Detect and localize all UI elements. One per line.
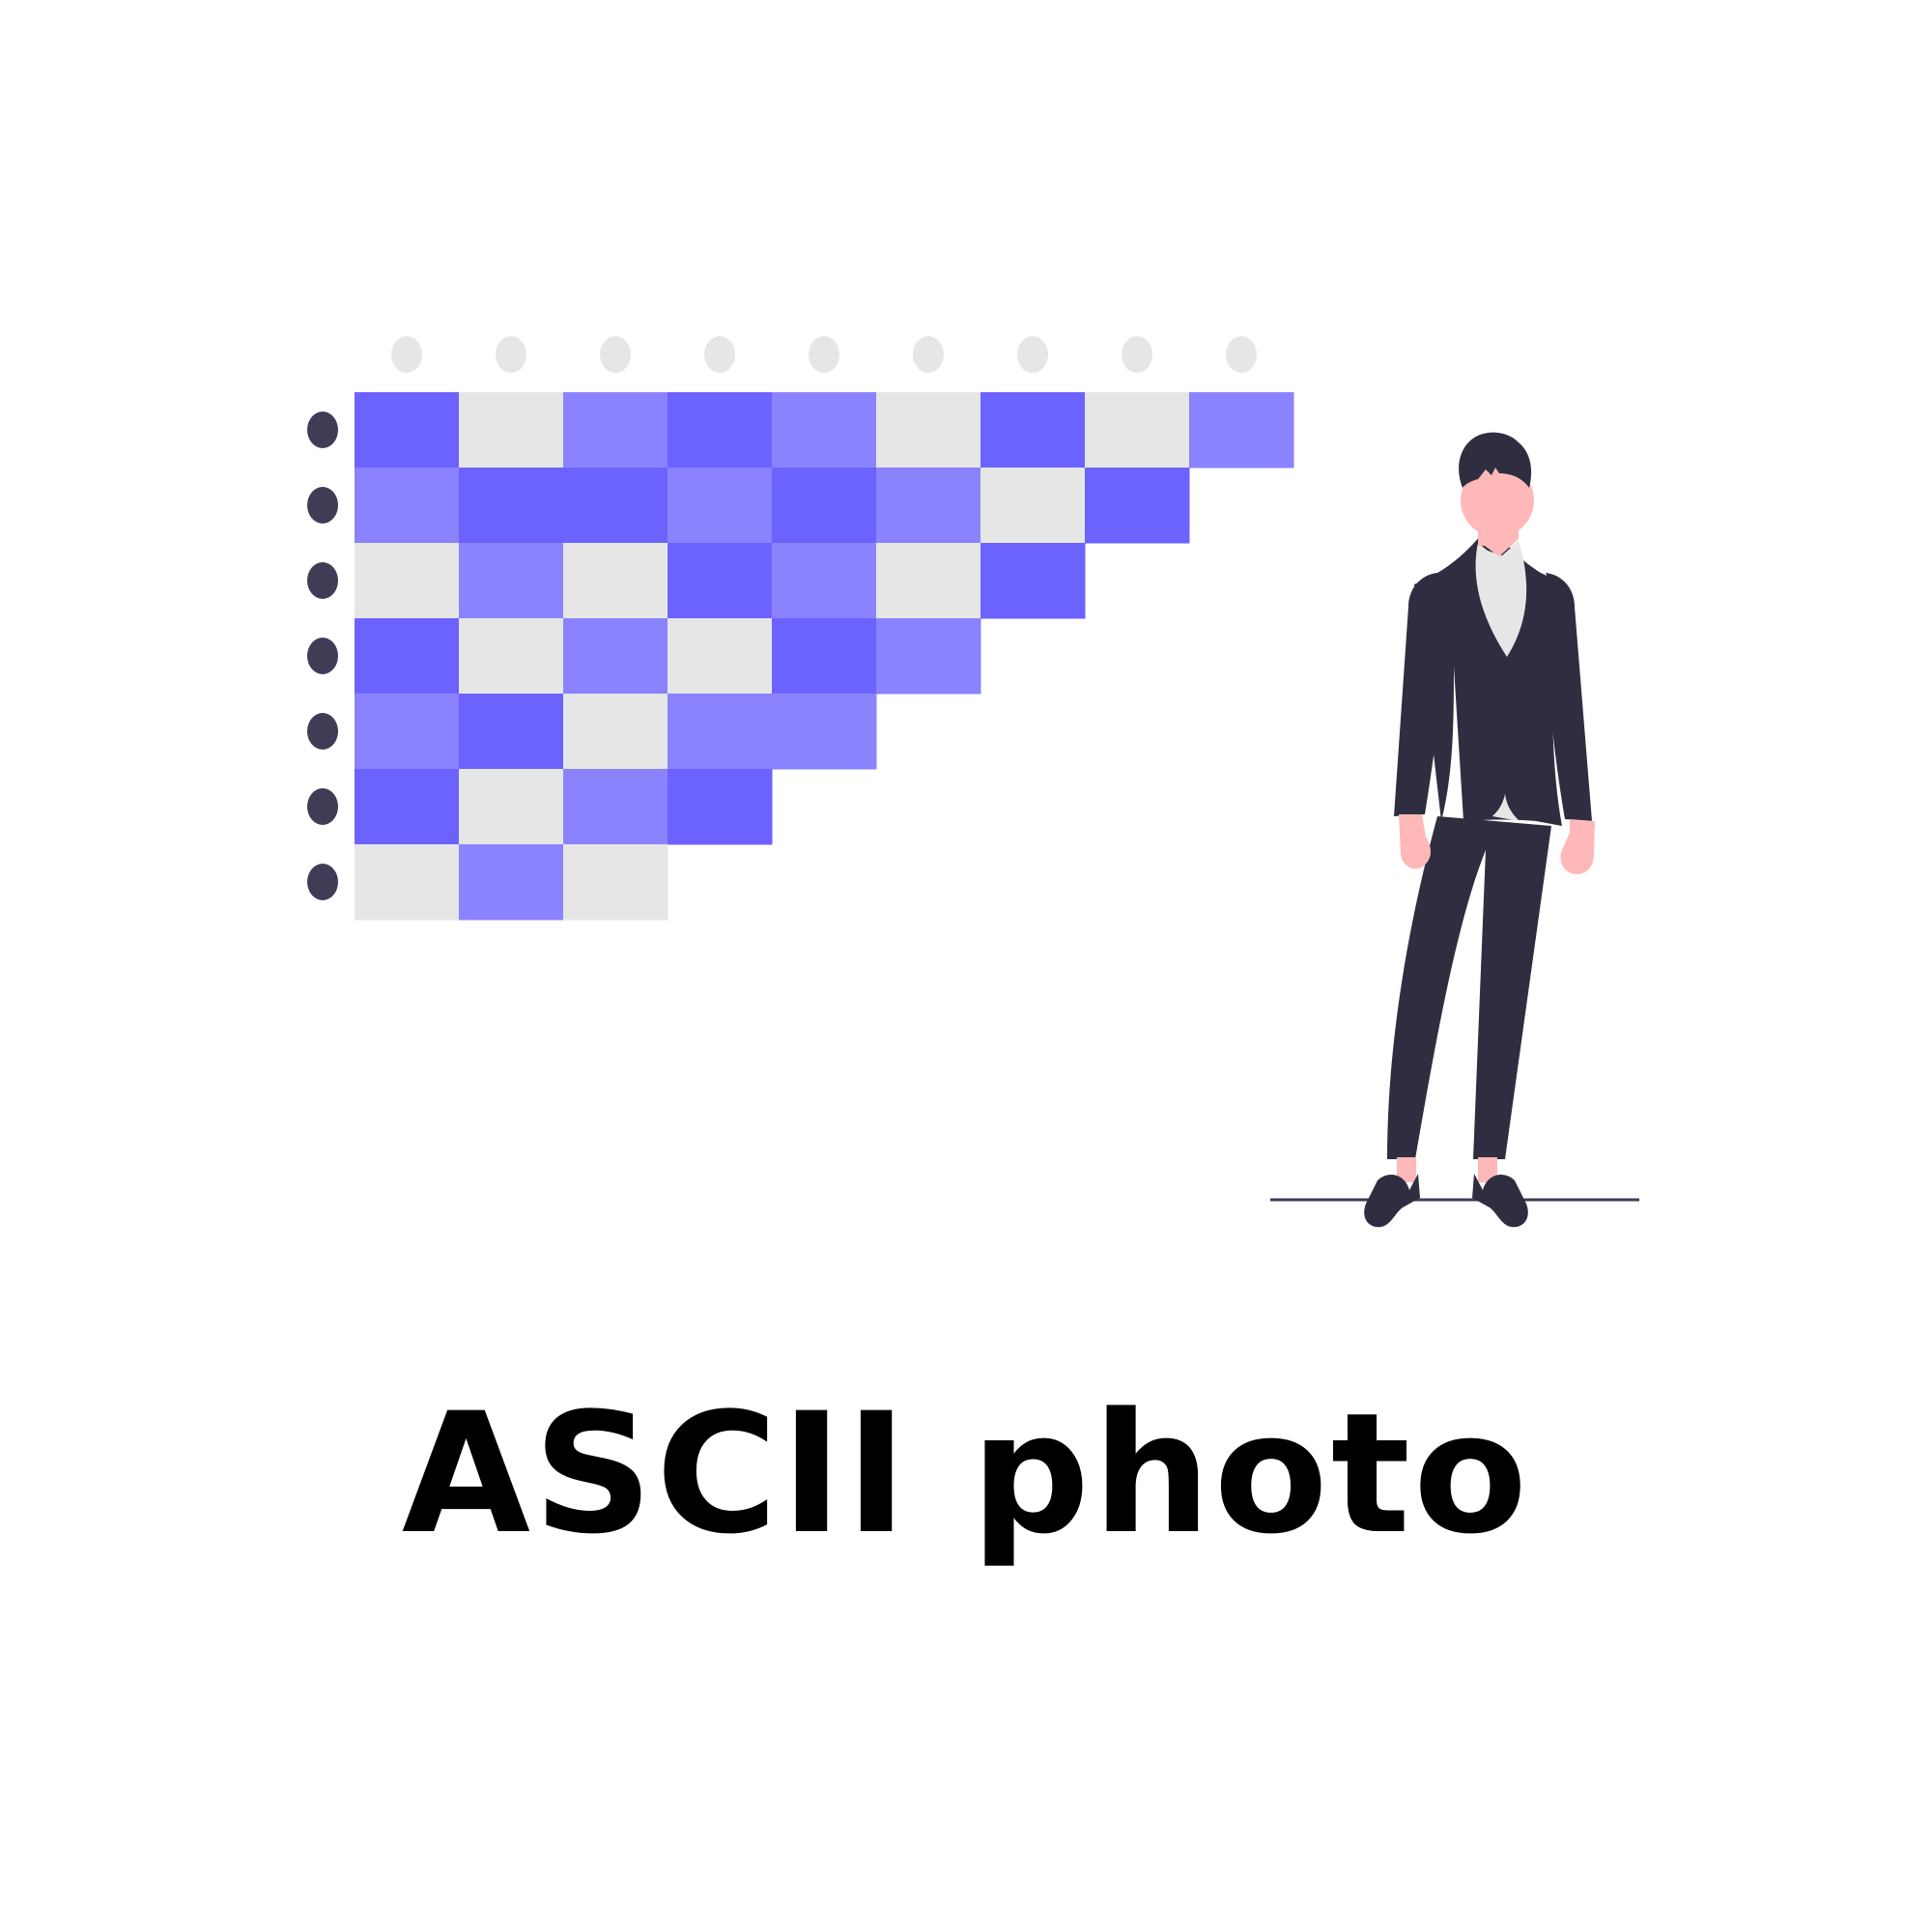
row-dot	[307, 562, 338, 599]
grid-cell	[355, 694, 460, 770]
grid-cell	[772, 543, 877, 619]
grid-cell	[459, 392, 564, 469]
right-arm	[1546, 573, 1592, 821]
left-arm	[1394, 573, 1445, 816]
column-dot	[704, 336, 735, 373]
left-leg	[1387, 816, 1551, 1159]
grid-cell	[876, 543, 981, 619]
grid-cell	[980, 543, 1086, 619]
shirt	[1475, 541, 1527, 657]
grid-cell	[355, 543, 460, 619]
column-dot	[1226, 336, 1257, 373]
grid-cell	[1085, 392, 1190, 469]
grid-cell	[876, 618, 981, 695]
grid-cell	[563, 769, 668, 845]
left-ankle	[1397, 1157, 1416, 1182]
column-dot	[391, 336, 422, 373]
grid-cell	[772, 468, 877, 544]
grid-cell	[563, 694, 668, 770]
grid-cell	[355, 769, 460, 845]
grid-cell	[563, 844, 668, 921]
grid-cell	[459, 844, 564, 921]
column-dot	[1122, 336, 1152, 373]
grid-cell	[459, 468, 564, 544]
grid-cell	[668, 392, 773, 469]
grid-cell	[876, 392, 981, 469]
row-dot	[307, 412, 338, 448]
grid-cell	[876, 468, 981, 544]
grid-cell	[668, 694, 773, 770]
caption-title: ASCII photo	[401, 1377, 1531, 1571]
column-dot	[600, 336, 631, 373]
grid-cell	[980, 392, 1086, 469]
column-dot	[496, 336, 526, 373]
row-dot	[307, 713, 338, 750]
jacket-flap	[1492, 794, 1520, 821]
grid-cell	[563, 543, 668, 619]
jacket	[1414, 536, 1565, 826]
grid-cell	[459, 694, 564, 770]
grid-cell	[563, 392, 668, 469]
head	[1461, 464, 1534, 537]
row-dot	[307, 788, 338, 825]
column-dot	[809, 336, 839, 373]
right-ankle	[1478, 1157, 1497, 1182]
hair	[1459, 432, 1532, 488]
column-dots	[391, 336, 1257, 373]
grid-cell	[355, 844, 460, 921]
person-figure	[1364, 432, 1595, 1228]
grid-cell	[668, 618, 773, 695]
grid-cell	[772, 618, 877, 695]
grid-cell	[1085, 468, 1190, 544]
grid-cell	[459, 769, 564, 845]
grid-cell	[563, 618, 668, 695]
row-dot	[307, 638, 338, 674]
grid-cell	[459, 543, 564, 619]
pixel-grid	[355, 392, 1294, 921]
grid-cell	[355, 468, 460, 544]
grid-cell	[668, 769, 773, 845]
grid-cell	[459, 618, 564, 695]
right-hand	[1560, 819, 1595, 875]
grid-cell	[355, 392, 460, 469]
grid-cell	[355, 618, 460, 695]
row-dot	[307, 864, 338, 900]
left-hand	[1399, 814, 1431, 869]
grid-cell	[668, 543, 773, 619]
grid-cell	[772, 694, 877, 770]
row-dots	[307, 412, 338, 900]
grid-cell	[668, 468, 773, 544]
grid-cell	[1189, 392, 1294, 469]
grid-cell	[563, 468, 668, 544]
grid-cell	[980, 468, 1086, 544]
left-shoe	[1364, 1174, 1420, 1228]
right-shoe	[1472, 1174, 1528, 1228]
grid-cell	[772, 392, 877, 469]
row-dot	[307, 487, 338, 524]
column-dot	[913, 336, 944, 373]
column-dot	[1017, 336, 1048, 373]
